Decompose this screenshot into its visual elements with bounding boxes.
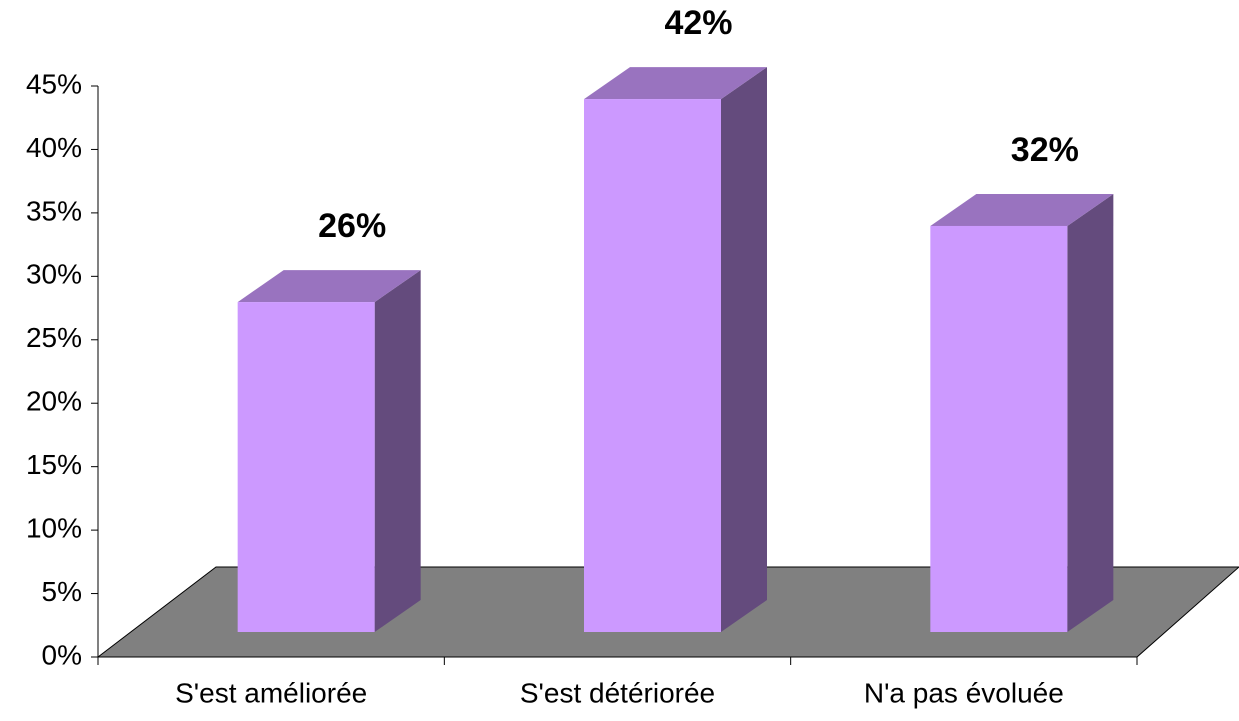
- bar: [930, 225, 1068, 632]
- y-tick-label: 15%: [26, 449, 82, 480]
- bar-top: [237, 270, 421, 303]
- value-label: 42%: [664, 4, 732, 42]
- y-tick-label: 40%: [26, 132, 82, 163]
- bar-side: [721, 67, 767, 633]
- bar: [584, 99, 721, 633]
- y-tick-label: 20%: [26, 386, 82, 417]
- x-tick-label: S'est améliorée: [175, 677, 367, 708]
- x-tick-label: S'est détériorée: [520, 677, 715, 708]
- y-tick-label: 30%: [26, 259, 82, 290]
- bar-top: [930, 193, 1114, 226]
- y-tick-label: 45%: [26, 68, 82, 99]
- y-tick-label: 10%: [26, 513, 82, 544]
- y-tick-label: 0%: [42, 639, 82, 670]
- x-tick-label: N'a pas évoluée: [864, 677, 1064, 708]
- y-tick-label: 35%: [26, 195, 82, 226]
- bar-side: [374, 270, 421, 632]
- bar-top: [584, 67, 767, 100]
- y-tick-label: 5%: [42, 576, 82, 607]
- value-label: 32%: [1011, 131, 1079, 169]
- bar: [237, 302, 375, 632]
- bar-side: [1067, 193, 1114, 632]
- value-label: 26%: [318, 207, 386, 245]
- y-tick-label: 25%: [26, 322, 82, 353]
